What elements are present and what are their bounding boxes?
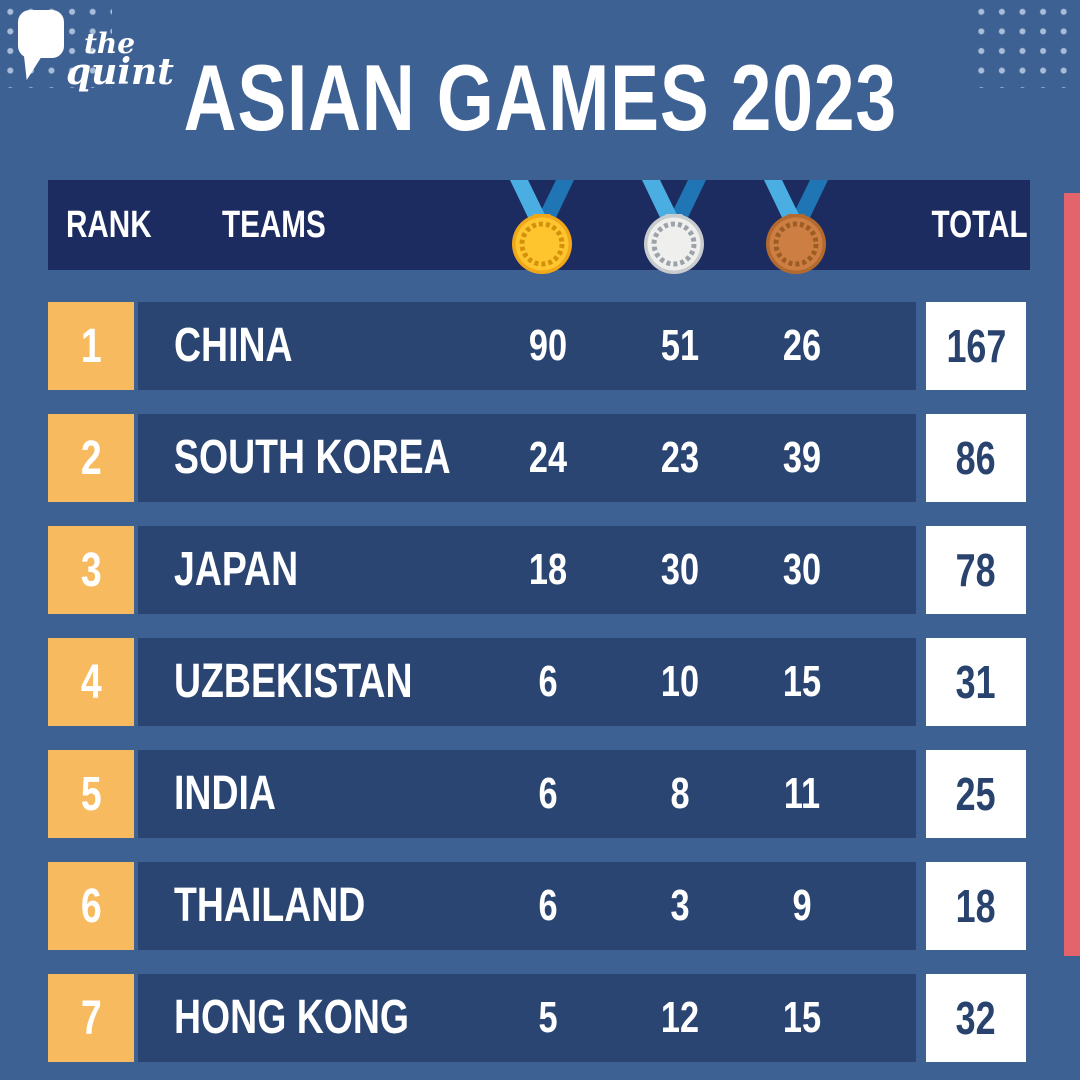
rank-badge: 3 (48, 526, 134, 614)
bronze-count: 26 (782, 321, 822, 370)
table-row: 7 HONG KONG 5 12 15 32 (48, 974, 1030, 1062)
total-box: 78 (926, 526, 1026, 614)
gold-medal-icon (510, 180, 574, 274)
bronze-count: 30 (782, 545, 822, 594)
rank-badge: 5 (48, 750, 134, 838)
rank-badge: 2 (48, 414, 134, 502)
silver-count: 3 (670, 881, 690, 930)
rank-badge: 7 (48, 974, 134, 1062)
rank-number: 7 (80, 991, 102, 1045)
silver-count: 12 (660, 993, 700, 1042)
bronze-count: 9 (792, 881, 812, 930)
table-row: 4 UZBEKISTAN 6 10 15 31 (48, 638, 1030, 726)
total-count: 18 (956, 880, 996, 932)
bronze-count: 39 (782, 433, 822, 482)
total-box: 167 (926, 302, 1026, 390)
table-row: 1 CHINA 90 51 26 167 (48, 302, 1030, 390)
silver-count: 23 (660, 433, 700, 482)
bronze-count: 15 (782, 657, 822, 706)
team-name: SOUTH KOREA (174, 431, 451, 484)
silver-count: 30 (660, 545, 700, 594)
team-name: HONG KONG (174, 991, 410, 1044)
speech-bubble-icon (18, 10, 64, 58)
logo-text: the quint (66, 27, 174, 93)
total-box: 86 (926, 414, 1026, 502)
team-row-bar (138, 526, 916, 614)
total-count: 32 (956, 992, 996, 1044)
logo-word-the: the (84, 27, 136, 60)
rank-number: 5 (80, 767, 102, 821)
rank-number: 6 (80, 879, 102, 933)
bronze-count: 15 (782, 993, 822, 1042)
table-row: 3 JAPAN 18 30 30 78 (48, 526, 1030, 614)
total-box: 32 (926, 974, 1026, 1062)
team-row-bar (138, 862, 916, 950)
gold-count: 6 (538, 769, 558, 818)
silver-count: 51 (660, 321, 700, 370)
total-box: 25 (926, 750, 1026, 838)
logo-word-quint: quint (66, 51, 174, 93)
rank-badge: 6 (48, 862, 134, 950)
rank-badge: 1 (48, 302, 134, 390)
rank-column-header: RANK (66, 204, 152, 246)
team-name: THAILAND (174, 879, 366, 932)
team-row-bar (138, 302, 916, 390)
silver-count: 8 (670, 769, 690, 818)
total-count: 167 (946, 320, 1006, 372)
team-name: JAPAN (174, 543, 299, 596)
gold-count: 5 (538, 993, 558, 1042)
table-header: RANK TEAMS TO (48, 180, 1030, 274)
total-count: 86 (956, 432, 996, 484)
rank-number: 4 (80, 655, 102, 709)
teams-column-header: TEAMS (222, 204, 326, 246)
rank-number: 1 (80, 319, 102, 373)
rank-number: 3 (80, 543, 102, 597)
the-quint-logo: the quint (16, 6, 216, 116)
total-column-header: TOTAL (931, 204, 1028, 246)
gold-count: 24 (528, 433, 568, 482)
team-name: INDIA (174, 767, 276, 820)
gold-count: 18 (528, 545, 568, 594)
table-row: 5 INDIA 6 8 11 25 (48, 750, 1030, 838)
page-title: ASIAN GAMES 2023 (183, 45, 897, 150)
team-row-bar (138, 638, 916, 726)
gold-count: 6 (538, 657, 558, 706)
bronze-count: 11 (783, 769, 821, 818)
total-count: 31 (956, 656, 996, 708)
right-edge-accent-strip (1064, 193, 1080, 956)
rank-number: 2 (80, 431, 102, 485)
rank-badge: 4 (48, 638, 134, 726)
table-row: 2 SOUTH KOREA 24 23 39 86 (48, 414, 1030, 502)
team-row-bar (138, 974, 916, 1062)
total-box: 31 (926, 638, 1026, 726)
bronze-medal-icon (764, 180, 828, 274)
dot-pattern-top-right (965, 0, 1080, 88)
silver-count: 10 (660, 657, 700, 706)
total-count: 78 (956, 544, 996, 596)
team-name: CHINA (174, 319, 293, 372)
table-row: 6 THAILAND 6 3 9 18 (48, 862, 1030, 950)
gold-count: 90 (528, 321, 568, 370)
silver-medal-icon (642, 180, 706, 274)
total-count: 25 (956, 768, 996, 820)
medal-table-rows: 1 CHINA 90 51 26 167 2 SOUTH KOREA 24 23… (48, 302, 1030, 1080)
team-name: UZBEKISTAN (174, 655, 413, 708)
gold-count: 6 (538, 881, 558, 930)
total-box: 18 (926, 862, 1026, 950)
team-row-bar (138, 414, 916, 502)
team-row-bar (138, 750, 916, 838)
